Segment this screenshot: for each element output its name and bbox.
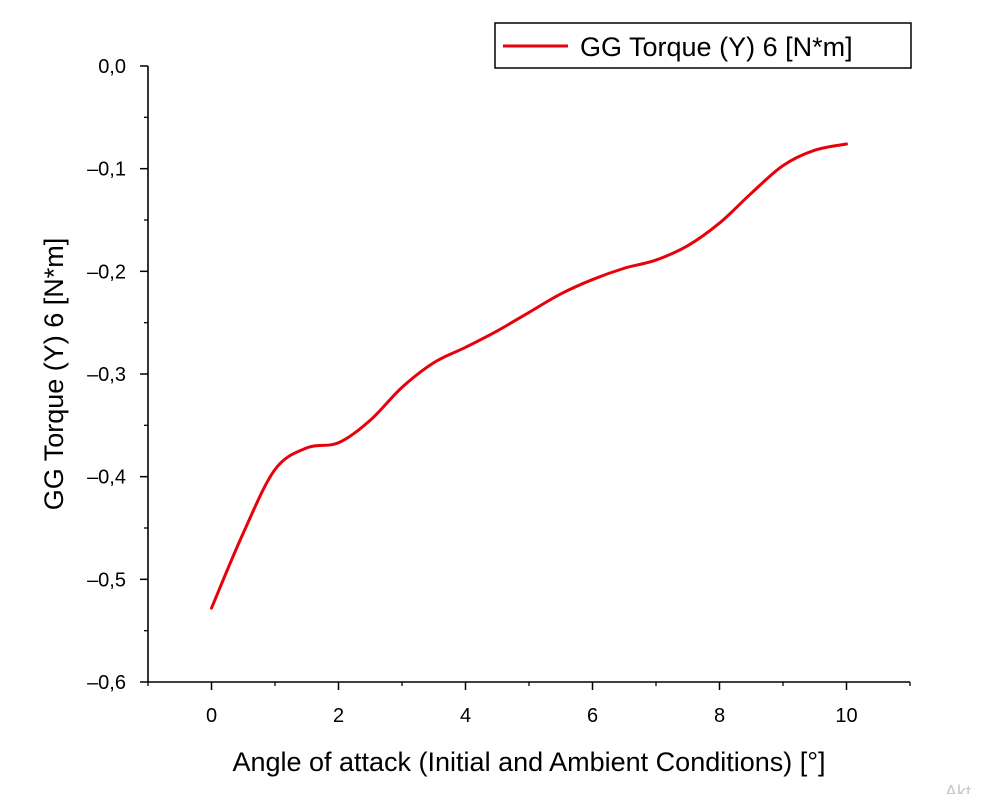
y-axis-ticks: 0,0 –0,1 –0,2 –0,3 –0,4 –0,5 –0,6 xyxy=(87,56,148,694)
legend: GG Torque (Y) 6 [N*m] xyxy=(494,22,912,69)
y-tick-label: –0,5 xyxy=(87,569,126,591)
x-tick-label: 0 xyxy=(206,705,217,727)
x-tick-label: 4 xyxy=(460,705,471,727)
x-tick-label: 8 xyxy=(714,705,725,727)
series-line xyxy=(210,142,848,610)
legend-label: GG Torque (Y) 6 [N*m] xyxy=(580,32,853,62)
x-tick-label: 2 xyxy=(333,705,344,727)
x-axis-title: Angle of attack (Initial and Ambient Con… xyxy=(232,747,825,777)
y-tick-label: –0,6 xyxy=(87,672,126,694)
y-tick-label: –0,2 xyxy=(87,261,126,283)
x-tick-label: 10 xyxy=(835,705,857,727)
y-axis-title: GG Torque (Y) 6 [N*m] xyxy=(39,238,69,511)
y-tick-label: –0,1 xyxy=(87,159,126,181)
y-tick-label: 0,0 xyxy=(98,56,126,78)
series-group xyxy=(210,142,848,610)
y-tick-label: –0,4 xyxy=(87,467,126,489)
x-tick-label: 6 xyxy=(587,705,598,727)
x-axis-ticks: 0 2 4 6 8 10 xyxy=(147,682,911,727)
y-tick-label: –0,3 xyxy=(87,364,126,386)
watermark: Akt xyxy=(945,782,971,794)
